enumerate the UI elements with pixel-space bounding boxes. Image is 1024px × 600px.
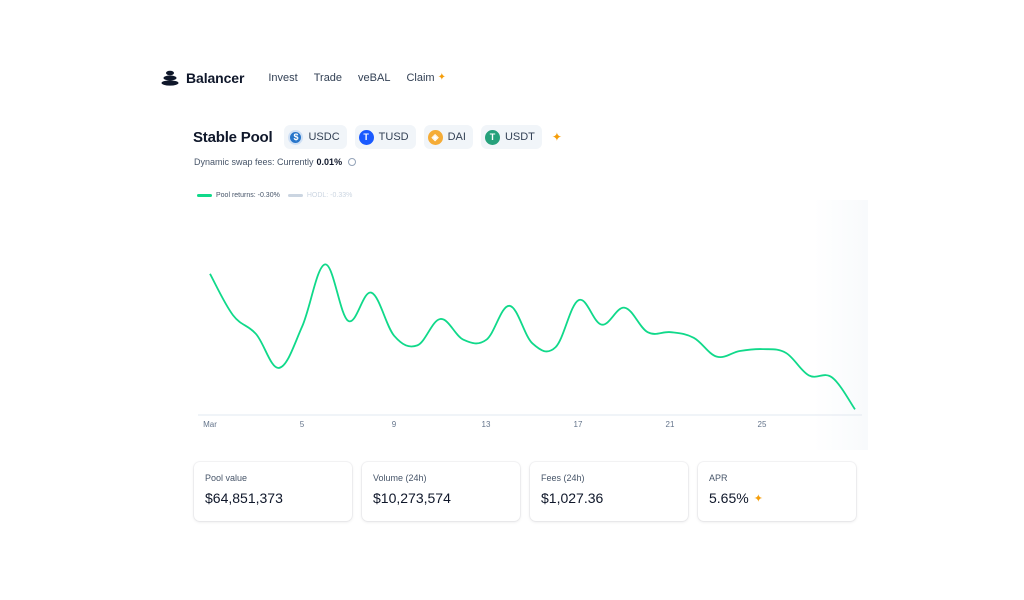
- data-point: [623, 306, 626, 309]
- legend-hodl[interactable]: HODL: -0.33%: [287, 192, 353, 199]
- data-point: [830, 376, 833, 379]
- stat-value-text: $64,851,373: [205, 490, 283, 506]
- stat-value: 5.65% ✦: [709, 490, 845, 506]
- brand-link[interactable]: Balancer: [161, 70, 244, 86]
- token-chip-usdt[interactable]: T USDT: [480, 125, 542, 149]
- data-point: [393, 334, 396, 337]
- x-tick-label: 9: [392, 420, 397, 429]
- data-point: [646, 331, 649, 334]
- data-point: [278, 366, 281, 369]
- nav-links: Invest Trade veBAL Claim ✦: [268, 72, 446, 84]
- stat-card-pool-value: Pool value $64,851,373: [194, 462, 352, 521]
- stat-value-text: $1,027.36: [541, 490, 604, 506]
- legend-swatch-pool: [197, 194, 212, 197]
- stat-cards: Pool value $64,851,373 Volume (24h) $10,…: [194, 462, 856, 521]
- stat-label: Fees (24h): [541, 473, 585, 483]
- x-tick-label: 25: [758, 420, 767, 429]
- usdc-icon: $: [288, 129, 304, 145]
- sparkle-icon: ✦: [551, 130, 562, 144]
- stat-value: $1,027.36: [541, 490, 677, 506]
- fees-prefix: Dynamic swap fees: Currently: [194, 157, 314, 167]
- data-point: [324, 263, 327, 266]
- token-label: TUSD: [378, 131, 409, 143]
- balancer-logo-icon: [161, 70, 179, 86]
- top-nav: Balancer Invest Trade veBAL Claim ✦: [161, 66, 446, 90]
- token-label: USDT: [504, 131, 535, 143]
- data-point: [577, 299, 580, 302]
- data-point: [854, 408, 857, 411]
- sparkle-icon: ✦: [437, 72, 446, 83]
- token-chip-usdc[interactable]: $ USDC: [284, 125, 347, 149]
- stat-card-apr[interactable]: APR 5.65% ✦: [698, 462, 856, 521]
- stat-label: APR: [709, 473, 728, 483]
- data-point: [209, 272, 212, 275]
- pool-returns-line[interactable]: [209, 263, 856, 410]
- dai-icon: ◈: [427, 129, 443, 145]
- stat-label: Pool value: [205, 473, 248, 483]
- info-icon[interactable]: [348, 158, 357, 166]
- data-point: [232, 314, 235, 317]
- stat-label: Volume (24h): [373, 473, 427, 483]
- stat-value-text: 5.65%: [709, 490, 749, 506]
- nav-claim[interactable]: Claim ✦: [406, 72, 446, 84]
- stat-card-fees: Fees (24h) $1,027.36: [530, 462, 688, 521]
- data-point: [301, 325, 304, 328]
- fees-value: 0.01%: [316, 157, 343, 167]
- token-chip-dai[interactable]: ◈ DAI: [423, 125, 473, 149]
- nav-claim-label: Claim: [406, 72, 435, 84]
- stat-value-text: $10,273,574: [373, 490, 451, 506]
- x-tick-label: 5: [300, 420, 305, 429]
- data-point: [531, 342, 534, 345]
- token-chip-tusd[interactable]: T TUSD: [354, 125, 416, 149]
- legend-hodl-label: HODL: -0.33%: [306, 192, 353, 199]
- data-point: [439, 318, 442, 321]
- nav-invest[interactable]: Invest: [268, 72, 298, 84]
- data-point: [692, 336, 695, 339]
- data-point: [715, 355, 718, 358]
- nav-vebal[interactable]: veBAL: [358, 72, 391, 84]
- x-tick-label: 17: [574, 420, 583, 429]
- x-tick-label: 13: [482, 420, 491, 429]
- legend-pool-label: Pool returns: -0.30%: [216, 192, 280, 199]
- pool-title: Stable Pool: [193, 128, 273, 146]
- stat-value: $64,851,373: [205, 490, 341, 506]
- brand-name: Balancer: [186, 70, 245, 86]
- token-label: USDC: [308, 131, 340, 143]
- legend-swatch-hodl: [287, 194, 303, 197]
- token-label: DAI: [447, 131, 466, 143]
- usdt-icon: T: [484, 129, 500, 145]
- dai-glyph: ◈: [431, 131, 439, 142]
- usdt-glyph: T: [489, 132, 496, 142]
- data-point: [416, 344, 419, 347]
- data-point: [462, 338, 465, 341]
- stat-value: $10,273,574: [373, 490, 509, 506]
- data-point: [554, 346, 557, 349]
- x-tick-label: 21: [666, 420, 675, 429]
- data-point: [600, 323, 603, 326]
- x-tick-label: Mar: [203, 420, 217, 429]
- data-point: [807, 374, 810, 377]
- data-point: [669, 331, 672, 334]
- nav-trade[interactable]: Trade: [313, 72, 343, 84]
- pool-header: Stable Pool $ USDC T TUSD ◈ DAI T USDT ✦: [193, 125, 562, 149]
- legend-pool-returns[interactable]: Pool returns: -0.30%: [197, 192, 280, 199]
- usdc-glyph: $: [293, 132, 299, 142]
- data-point: [761, 348, 764, 351]
- data-point: [485, 338, 488, 341]
- data-point: [508, 304, 511, 307]
- chart-legend: Pool returns: -0.30% HODL: -0.33%: [197, 192, 352, 199]
- data-point: [255, 333, 258, 336]
- swap-fees-line: Dynamic swap fees: Currently 0.01%: [194, 157, 357, 167]
- data-point: [738, 350, 741, 353]
- data-point: [347, 319, 350, 322]
- returns-chart-svg: Mar 5 9 13 17 21 25: [198, 263, 862, 429]
- data-point: [784, 351, 787, 354]
- tusd-glyph: T: [363, 132, 369, 142]
- returns-chart[interactable]: Mar 5 9 13 17 21 25: [190, 200, 868, 450]
- stat-card-volume: Volume (24h) $10,273,574: [362, 462, 520, 521]
- sparkle-icon: ✦: [753, 492, 763, 505]
- tusd-icon: T: [358, 129, 374, 145]
- data-point: [370, 291, 373, 294]
